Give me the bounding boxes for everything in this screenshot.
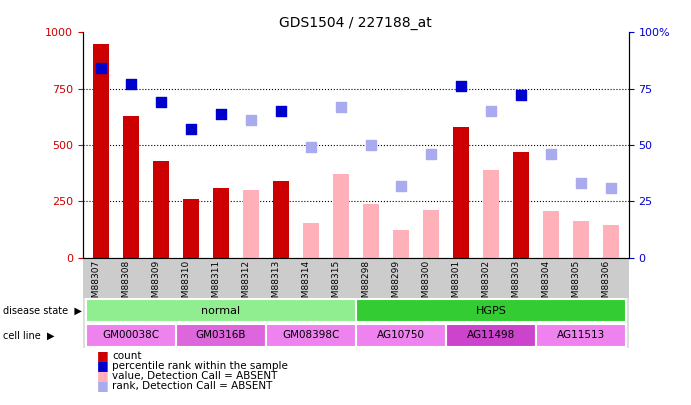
- Bar: [303, 223, 319, 258]
- Text: value, Detection Call = ABSENT: value, Detection Call = ABSENT: [112, 371, 277, 381]
- Text: GSM88315: GSM88315: [332, 260, 341, 309]
- Text: ■: ■: [97, 369, 108, 382]
- Text: GM0316B: GM0316B: [196, 330, 246, 341]
- Bar: [332, 174, 349, 258]
- Point: [185, 126, 196, 132]
- Bar: [423, 210, 439, 258]
- Point: [216, 110, 227, 117]
- Bar: [356, 299, 626, 322]
- Bar: [176, 324, 266, 347]
- Text: GM00038C: GM00038C: [102, 330, 160, 341]
- Text: HGPS: HGPS: [475, 306, 507, 315]
- Text: GSM88299: GSM88299: [392, 260, 401, 309]
- Point: [605, 185, 616, 191]
- Bar: [243, 190, 259, 258]
- Point: [455, 83, 466, 90]
- Text: ■: ■: [97, 350, 108, 362]
- Point: [125, 81, 136, 87]
- Text: GSM88312: GSM88312: [242, 260, 251, 309]
- Text: normal: normal: [201, 306, 240, 315]
- Text: GSM88305: GSM88305: [572, 260, 581, 309]
- Text: GSM88311: GSM88311: [212, 260, 221, 309]
- Bar: [86, 324, 176, 347]
- Bar: [603, 225, 619, 258]
- Point: [485, 108, 496, 115]
- Bar: [363, 204, 379, 258]
- Text: AG10750: AG10750: [377, 330, 425, 341]
- Point: [155, 99, 167, 105]
- Bar: [86, 299, 356, 322]
- Text: GSM88302: GSM88302: [482, 260, 491, 309]
- Point: [576, 180, 587, 187]
- Point: [275, 108, 286, 115]
- Bar: [446, 324, 536, 347]
- Text: GSM88304: GSM88304: [542, 260, 551, 309]
- Point: [395, 182, 406, 189]
- Bar: [123, 116, 139, 258]
- Text: GSM88301: GSM88301: [452, 260, 461, 309]
- Bar: [536, 324, 626, 347]
- Text: percentile rank within the sample: percentile rank within the sample: [112, 361, 288, 371]
- Text: ■: ■: [97, 379, 108, 392]
- Text: GSM88303: GSM88303: [512, 260, 521, 309]
- Text: count: count: [112, 351, 142, 361]
- Point: [245, 117, 256, 124]
- Point: [515, 92, 527, 99]
- Text: GSM88313: GSM88313: [272, 260, 281, 309]
- Point: [366, 142, 377, 148]
- Bar: [513, 152, 529, 258]
- Text: GSM88308: GSM88308: [122, 260, 131, 309]
- Bar: [453, 127, 469, 258]
- Text: ■: ■: [97, 359, 108, 372]
- Text: GM08398C: GM08398C: [282, 330, 339, 341]
- Bar: [356, 324, 446, 347]
- Bar: [482, 170, 499, 258]
- Bar: [213, 188, 229, 258]
- Bar: [153, 161, 169, 258]
- Text: AG11498: AG11498: [466, 330, 515, 341]
- Bar: [182, 199, 199, 258]
- Title: GDS1504 / 227188_at: GDS1504 / 227188_at: [279, 16, 433, 30]
- Bar: [573, 220, 589, 258]
- Point: [545, 151, 556, 157]
- Point: [95, 65, 106, 72]
- Text: GSM88309: GSM88309: [152, 260, 161, 309]
- Text: GSM88306: GSM88306: [602, 260, 611, 309]
- Bar: [273, 181, 289, 258]
- Text: GSM88314: GSM88314: [302, 260, 311, 309]
- Text: GSM88300: GSM88300: [422, 260, 431, 309]
- Bar: [392, 230, 409, 258]
- Point: [335, 104, 346, 110]
- Text: disease state  ▶: disease state ▶: [3, 306, 82, 315]
- Text: AG11513: AG11513: [557, 330, 605, 341]
- Bar: [266, 324, 356, 347]
- Text: GSM88310: GSM88310: [182, 260, 191, 309]
- Text: GSM88298: GSM88298: [362, 260, 371, 309]
- Bar: [93, 44, 109, 258]
- Bar: [542, 211, 559, 258]
- Point: [305, 144, 316, 151]
- Text: rank, Detection Call = ABSENT: rank, Detection Call = ABSENT: [112, 381, 272, 391]
- Text: GSM88307: GSM88307: [92, 260, 101, 309]
- Point: [426, 151, 437, 157]
- Text: cell line  ▶: cell line ▶: [3, 330, 55, 341]
